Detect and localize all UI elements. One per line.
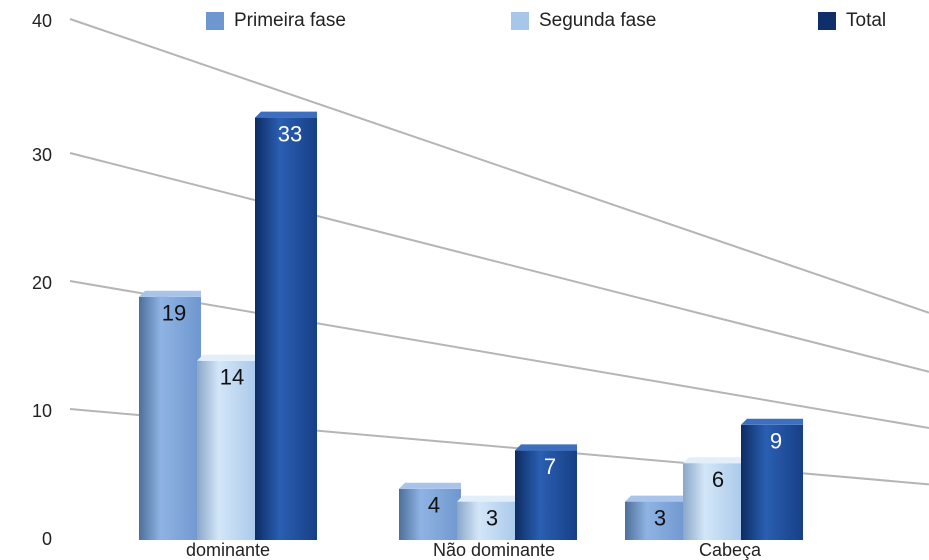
- legend-item-total: Total: [818, 10, 886, 32]
- data-label: 33: [278, 121, 302, 146]
- bar-body: [741, 424, 803, 540]
- bar-body: [625, 501, 687, 540]
- legend-item-primeira-fase: Primeira fase: [206, 10, 346, 32]
- y-tick-label-30: 30: [32, 145, 52, 165]
- gridline-30: [69, 152, 929, 373]
- bar-não-dominante-total: 7: [515, 444, 577, 540]
- bar-cabeça-total: 9: [741, 418, 803, 540]
- bar-top: [457, 495, 519, 502]
- gridline-20: [69, 280, 929, 430]
- x-axis-categories: dominante Não dominante Cabeça: [186, 540, 762, 560]
- legend-item-segunda-fase: Segunda fase: [511, 10, 656, 32]
- legend: Primeira fase Segunda fase Total: [0, 10, 929, 36]
- bar-top: [197, 354, 259, 361]
- y-tick-label-10: 10: [32, 401, 52, 421]
- bars: 19 14 33 4 3 7 3 6 9: [139, 111, 803, 540]
- x-category-label: Cabeça: [699, 540, 762, 560]
- bar-dominante-segunda-fase: 14: [197, 354, 259, 540]
- bar-top: [741, 418, 803, 425]
- x-category-label: Não dominante: [433, 540, 555, 560]
- data-label: 3: [654, 505, 666, 530]
- bar-não-dominante-primeira-fase: 4: [399, 482, 461, 540]
- data-label: 3: [486, 505, 498, 530]
- bar-body: [139, 296, 201, 540]
- legend-label-primeira-fase: Primeira fase: [234, 10, 346, 31]
- data-label: 19: [162, 301, 186, 326]
- bar-body: [255, 117, 317, 540]
- data-label: 4: [428, 493, 440, 518]
- bar-top: [255, 111, 317, 118]
- legend-label-total: Total: [846, 10, 887, 31]
- legend-swatch-total: [818, 12, 836, 30]
- bar-top: [139, 290, 201, 297]
- bar-body: [515, 450, 577, 540]
- data-label: 9: [770, 429, 782, 454]
- bar-cabeça-primeira-fase: 3: [625, 495, 687, 540]
- bar-body: [683, 463, 745, 540]
- legend-swatch-primeira-fase: [206, 12, 224, 30]
- y-tick-label-40: 40: [32, 11, 52, 31]
- bar-body: [197, 360, 259, 540]
- bar-dominante-primeira-fase: 19: [139, 290, 201, 540]
- bar-top: [683, 457, 745, 464]
- gridline-40: [69, 18, 929, 314]
- bar-body: [457, 501, 519, 540]
- bar-dominante-total: 33: [255, 111, 317, 540]
- bar-top: [515, 444, 577, 451]
- data-label: 6: [712, 467, 724, 492]
- data-label: 14: [220, 365, 244, 390]
- data-label: 7: [544, 454, 556, 479]
- bar-cabeça-segunda-fase: 6: [683, 457, 745, 540]
- bar-top: [625, 495, 687, 502]
- x-category-label: dominante: [186, 540, 270, 560]
- legend-swatch-segunda-fase: [511, 12, 529, 30]
- bar-top: [399, 482, 461, 489]
- y-tick-label-20: 20: [32, 273, 52, 293]
- legend-label-segunda-fase: Segunda fase: [539, 10, 657, 31]
- y-tick-label-0: 0: [42, 529, 52, 549]
- bar-não-dominante-segunda-fase: 3: [457, 495, 519, 540]
- bar-body: [399, 488, 461, 540]
- y-axis-ticks: 0 10 20 30 40: [32, 11, 52, 549]
